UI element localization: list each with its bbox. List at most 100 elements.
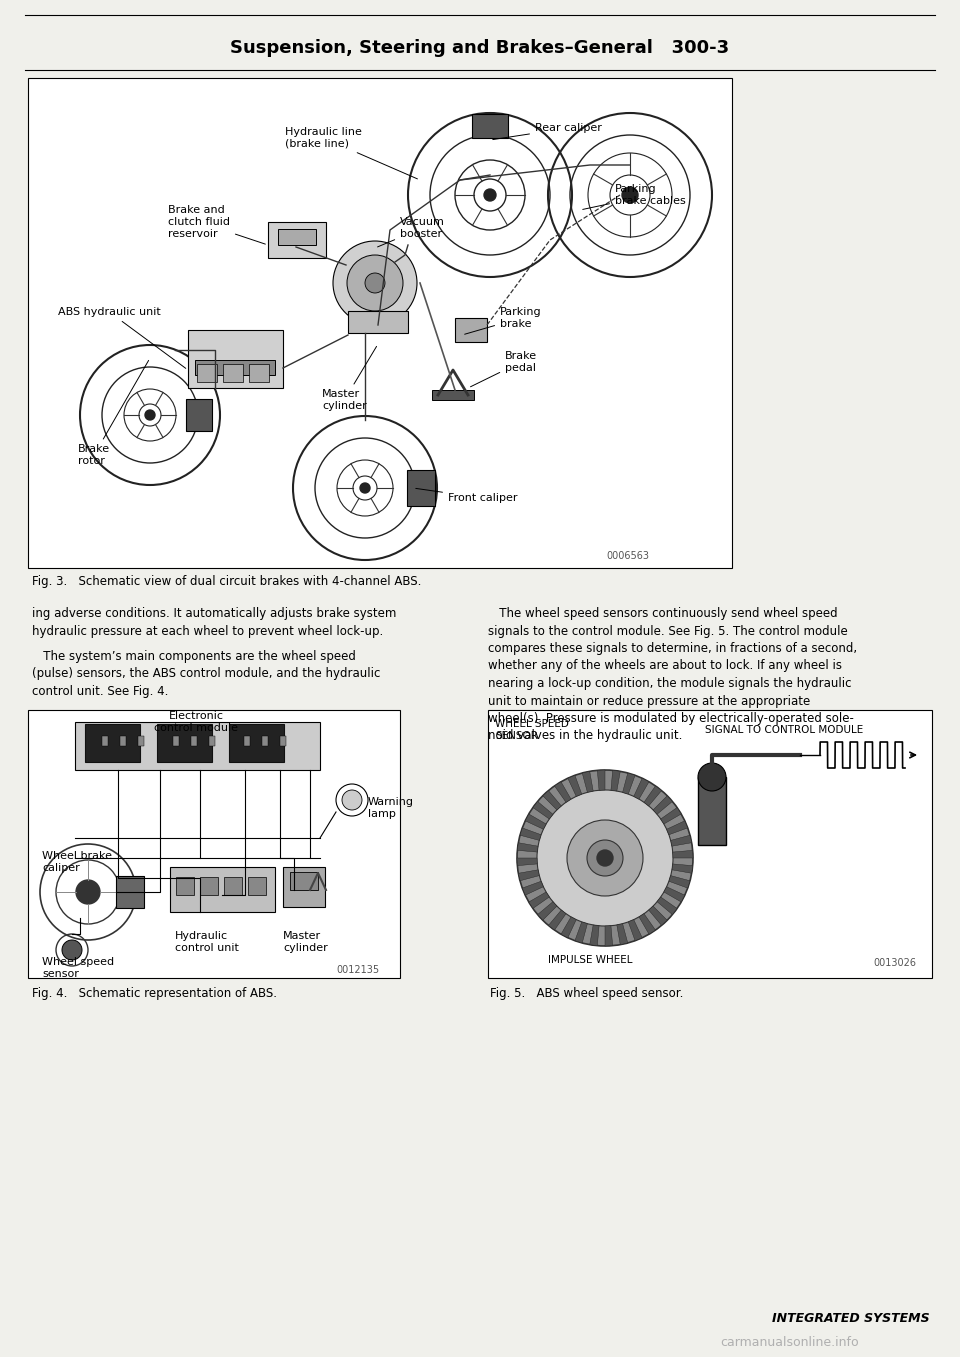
- Text: Hydraulic line
(brake line): Hydraulic line (brake line): [285, 128, 418, 179]
- Circle shape: [597, 849, 613, 866]
- Polygon shape: [666, 821, 687, 835]
- Bar: [268, 223, 326, 258]
- Bar: [195, 360, 275, 375]
- Polygon shape: [671, 835, 691, 847]
- Bar: [102, 735, 108, 746]
- Circle shape: [517, 769, 693, 946]
- Polygon shape: [517, 843, 538, 852]
- Bar: [223, 364, 243, 383]
- Text: Fig. 3.   Schematic view of dual circuit brakes with 4-channel ABS.: Fig. 3. Schematic view of dual circuit b…: [32, 575, 421, 589]
- Text: Fig. 4.   Schematic representation of ABS.: Fig. 4. Schematic representation of ABS.: [32, 988, 277, 1000]
- Text: Wheel speed
sensor: Wheel speed sensor: [42, 957, 114, 978]
- Polygon shape: [673, 851, 693, 858]
- Bar: [290, 873, 318, 890]
- Bar: [176, 877, 194, 896]
- Text: IMPULSE WHEEL: IMPULSE WHEEL: [548, 955, 633, 965]
- Bar: [28, 710, 400, 978]
- Polygon shape: [644, 786, 661, 806]
- Polygon shape: [567, 775, 582, 797]
- Text: INTEGRATED SYSTEMS: INTEGRATED SYSTEMS: [773, 1311, 930, 1324]
- Polygon shape: [664, 886, 684, 902]
- Polygon shape: [634, 779, 649, 799]
- Bar: [188, 330, 283, 388]
- Polygon shape: [660, 807, 682, 824]
- Polygon shape: [522, 881, 543, 896]
- Text: Parking
brake: Parking brake: [465, 307, 541, 334]
- Polygon shape: [548, 911, 566, 930]
- Text: Suspension, Steering and Brakes–General   300-3: Suspension, Steering and Brakes–General …: [230, 39, 730, 57]
- Polygon shape: [533, 802, 553, 820]
- Circle shape: [336, 784, 368, 816]
- Circle shape: [347, 255, 403, 311]
- Text: The system’s main components are the wheel speed
(pulse) sensors, the ABS contro: The system’s main components are the whe…: [32, 650, 380, 697]
- Bar: [209, 735, 215, 746]
- Text: carmanualsonline.info: carmanualsonline.info: [721, 1335, 859, 1349]
- Polygon shape: [611, 771, 620, 791]
- Bar: [173, 735, 179, 746]
- Circle shape: [76, 879, 100, 904]
- Text: Electronic
control module: Electronic control module: [154, 711, 238, 733]
- Bar: [116, 877, 144, 908]
- Bar: [197, 364, 217, 383]
- Circle shape: [342, 790, 362, 810]
- Polygon shape: [657, 897, 677, 915]
- Text: Master
cylinder: Master cylinder: [283, 931, 327, 953]
- Polygon shape: [672, 864, 693, 874]
- Polygon shape: [575, 921, 588, 943]
- Bar: [248, 877, 266, 896]
- Text: 0013026: 0013026: [874, 958, 917, 968]
- Polygon shape: [669, 875, 690, 887]
- Polygon shape: [653, 795, 672, 814]
- Polygon shape: [529, 892, 549, 908]
- Text: WHEEL SPEED
SENSOR: WHEEL SPEED SENSOR: [495, 719, 569, 741]
- Bar: [28, 77, 732, 569]
- Polygon shape: [582, 771, 593, 792]
- Bar: [283, 867, 325, 906]
- Circle shape: [587, 840, 623, 877]
- Bar: [229, 725, 284, 763]
- Polygon shape: [623, 773, 636, 794]
- Bar: [348, 311, 408, 332]
- Bar: [200, 877, 218, 896]
- Bar: [472, 114, 508, 138]
- Bar: [186, 399, 212, 432]
- Bar: [280, 735, 286, 746]
- Text: The wheel speed sensors continuously send wheel speed
signals to the control mod: The wheel speed sensors continuously sen…: [488, 607, 857, 742]
- Bar: [488, 710, 932, 978]
- Polygon shape: [538, 901, 557, 920]
- Polygon shape: [520, 828, 541, 840]
- Bar: [75, 722, 320, 769]
- Polygon shape: [617, 924, 628, 944]
- Text: Brake
pedal: Brake pedal: [470, 351, 538, 387]
- Bar: [170, 867, 275, 912]
- Circle shape: [62, 940, 82, 959]
- Bar: [432, 389, 474, 400]
- Bar: [244, 735, 250, 746]
- Text: Fig. 5.   ABS wheel speed sensor.: Fig. 5. ABS wheel speed sensor.: [490, 988, 684, 1000]
- Text: Warning
lamp: Warning lamp: [368, 797, 414, 818]
- Text: Hydraulic
control unit: Hydraulic control unit: [175, 931, 239, 953]
- Bar: [262, 735, 268, 746]
- Circle shape: [567, 820, 643, 896]
- Text: Master
cylinder: Master cylinder: [322, 346, 376, 411]
- Text: SIGNAL TO CONTROL MODULE: SIGNAL TO CONTROL MODULE: [705, 725, 863, 735]
- Bar: [455, 318, 487, 342]
- Text: ing adverse conditions. It automatically adjusts brake system
hydraulic pressure: ing adverse conditions. It automatically…: [32, 607, 396, 638]
- Bar: [120, 735, 126, 746]
- Polygon shape: [518, 870, 540, 881]
- Text: ABS hydraulic unit: ABS hydraulic unit: [58, 307, 186, 368]
- Polygon shape: [589, 925, 599, 946]
- Circle shape: [145, 410, 155, 421]
- Polygon shape: [561, 917, 576, 938]
- Bar: [698, 778, 726, 845]
- Polygon shape: [517, 858, 538, 866]
- Bar: [249, 364, 269, 383]
- Bar: [157, 725, 212, 763]
- Circle shape: [622, 187, 638, 204]
- Bar: [278, 229, 316, 246]
- Polygon shape: [639, 913, 656, 934]
- Polygon shape: [555, 782, 571, 802]
- Polygon shape: [649, 906, 667, 925]
- Text: Vacuum
booster: Vacuum booster: [377, 217, 444, 247]
- Circle shape: [333, 242, 417, 324]
